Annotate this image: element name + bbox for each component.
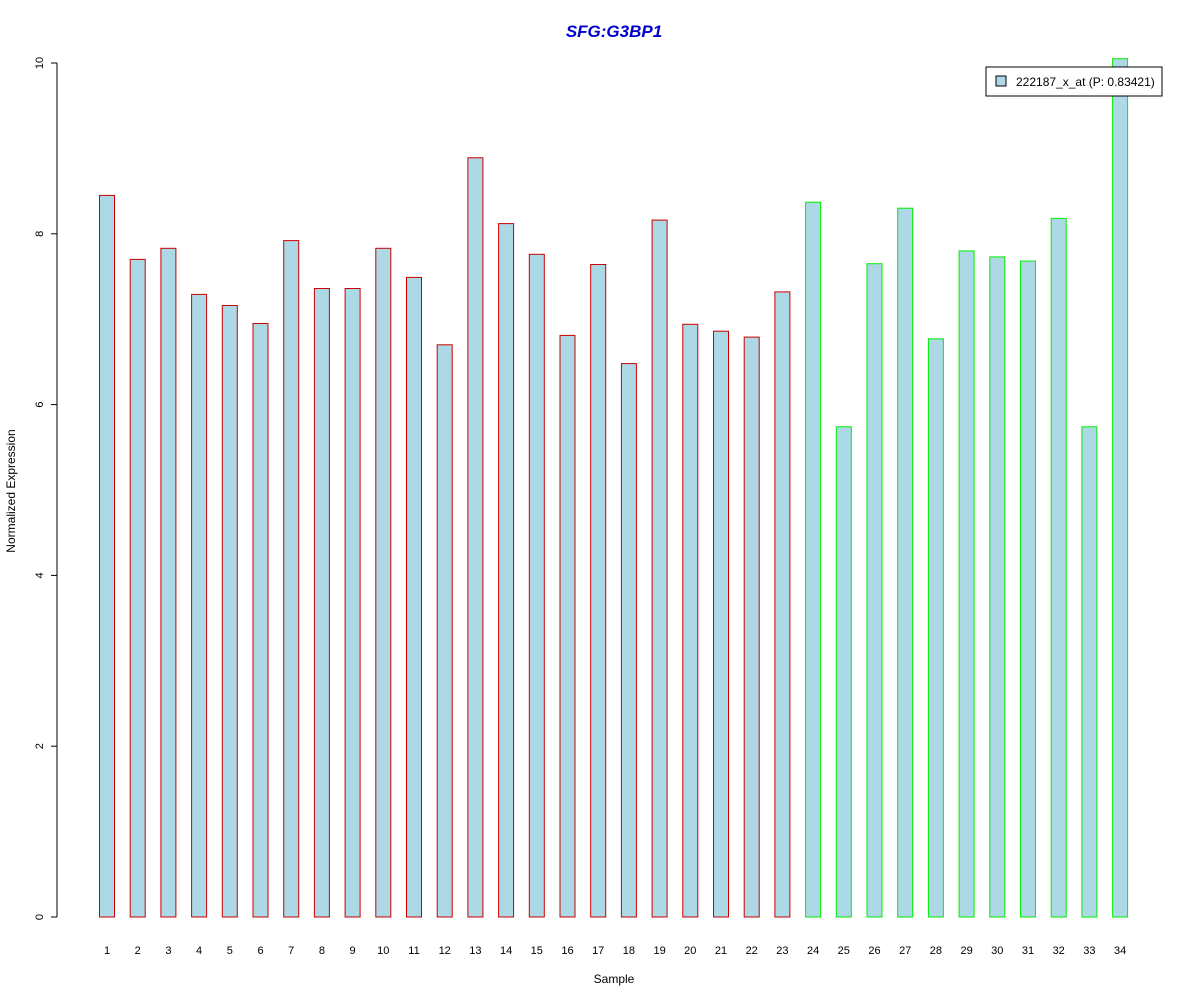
x-tick-label: 31 bbox=[1022, 945, 1034, 957]
x-tick-label: 27 bbox=[899, 945, 911, 957]
x-tick-label: 10 bbox=[377, 945, 389, 957]
x-tick-label: 12 bbox=[439, 945, 451, 957]
bar-sample-32 bbox=[1050, 217, 1067, 918]
x-tick-label: 7 bbox=[288, 945, 294, 957]
x-tick-label: 13 bbox=[469, 945, 481, 957]
x-tick-label: 5 bbox=[227, 945, 233, 957]
x-tick-label: 18 bbox=[623, 945, 635, 957]
x-tick-label: 11 bbox=[408, 945, 419, 957]
bar-sample-18 bbox=[620, 363, 637, 918]
x-tick-label: 19 bbox=[653, 945, 665, 957]
x-tick-label: 26 bbox=[868, 945, 880, 957]
bar-sample-9 bbox=[344, 288, 361, 918]
x-tick-label: 4 bbox=[196, 945, 202, 957]
bar-sample-25 bbox=[835, 426, 852, 918]
bar-sample-31 bbox=[1020, 260, 1036, 918]
x-tick-label: 22 bbox=[746, 945, 758, 957]
bar-sample-34 bbox=[1112, 58, 1129, 918]
bar-sample-6 bbox=[252, 323, 269, 918]
bar-sample-23 bbox=[774, 291, 791, 918]
bar-sample-3 bbox=[160, 247, 177, 918]
chart-title: SFG:G3BP1 bbox=[566, 22, 662, 41]
y-tick-label: 6 bbox=[34, 402, 46, 408]
x-tick-label: 32 bbox=[1053, 945, 1065, 957]
bar-sample-19 bbox=[651, 219, 668, 918]
y-tick-label: 2 bbox=[34, 743, 46, 749]
bar-sample-14 bbox=[498, 223, 515, 918]
y-axis-label: Normalized Expression bbox=[4, 429, 18, 552]
x-tick-label: 30 bbox=[991, 945, 1003, 957]
x-tick-label: 3 bbox=[165, 945, 171, 957]
bar-sample-16 bbox=[559, 334, 576, 918]
x-tick-label: 6 bbox=[257, 945, 263, 957]
y-tick-label: 10 bbox=[34, 57, 46, 69]
x-tick-label: 17 bbox=[592, 945, 604, 957]
bar-sample-15 bbox=[528, 253, 545, 918]
x-tick-label: 28 bbox=[930, 945, 942, 957]
x-tick-label: 8 bbox=[319, 945, 325, 957]
x-tick-label: 1 bbox=[104, 945, 110, 957]
bar-sample-33 bbox=[1081, 426, 1098, 918]
bar-sample-7 bbox=[283, 240, 300, 918]
y-tick-label: 8 bbox=[34, 231, 46, 237]
x-tick-label: 9 bbox=[350, 945, 356, 957]
bar-sample-12 bbox=[436, 344, 453, 918]
bar-sample-30 bbox=[989, 256, 1006, 918]
bar-sample-21 bbox=[713, 330, 729, 918]
bar-sample-26 bbox=[866, 263, 883, 918]
x-tick-label: 2 bbox=[135, 945, 141, 957]
bar-sample-1 bbox=[99, 194, 115, 918]
bar-sample-20 bbox=[682, 323, 699, 918]
bar-sample-17 bbox=[590, 264, 607, 918]
bar-sample-10 bbox=[375, 247, 392, 918]
x-tick-label: 16 bbox=[561, 945, 573, 957]
bar-sample-29 bbox=[958, 250, 975, 918]
bar-sample-22 bbox=[743, 336, 760, 918]
x-tick-label: 25 bbox=[838, 945, 850, 957]
x-tick-label: 23 bbox=[776, 945, 788, 957]
legend-series-label: 222187_x_at (P: 0.83421) bbox=[1016, 75, 1155, 89]
x-tick-label: 34 bbox=[1114, 945, 1126, 957]
x-tick-label: 33 bbox=[1083, 945, 1095, 957]
x-axis-label: Sample bbox=[594, 972, 635, 986]
legend-swatch bbox=[995, 75, 1007, 87]
legend: 222187_x_at (P: 0.83421) bbox=[985, 66, 1163, 97]
bar-sample-5 bbox=[221, 305, 238, 918]
bar-sample-13 bbox=[467, 157, 484, 918]
bar-sample-11 bbox=[406, 276, 422, 918]
bar-sample-2 bbox=[129, 258, 146, 918]
x-tick-label: 29 bbox=[960, 945, 972, 957]
y-axis: 0 2 4 6 8 10 bbox=[34, 57, 58, 920]
x-tick-label: 20 bbox=[684, 945, 696, 957]
x-tick-label: 24 bbox=[807, 945, 819, 957]
bar-sample-28 bbox=[927, 338, 944, 918]
x-tick-label: 21 bbox=[715, 945, 727, 957]
legend-box bbox=[985, 66, 1163, 97]
bar-sample-8 bbox=[313, 288, 330, 918]
bar-sample-27 bbox=[897, 207, 914, 918]
bar-sample-4 bbox=[191, 293, 208, 918]
x-tick-label: 15 bbox=[531, 945, 543, 957]
x-tick-label: 14 bbox=[500, 945, 512, 957]
y-tick-label: 4 bbox=[34, 572, 46, 578]
bars-group bbox=[99, 58, 1129, 918]
y-tick-label: 0 bbox=[34, 914, 46, 920]
x-tick-labels: 1 2 3 4 5 6 7 8 9 10 11 12 13 14 15 16 17 18 19 20 21 22 23 24 2… bbox=[104, 945, 1126, 957]
bar-sample-24 bbox=[805, 201, 822, 918]
